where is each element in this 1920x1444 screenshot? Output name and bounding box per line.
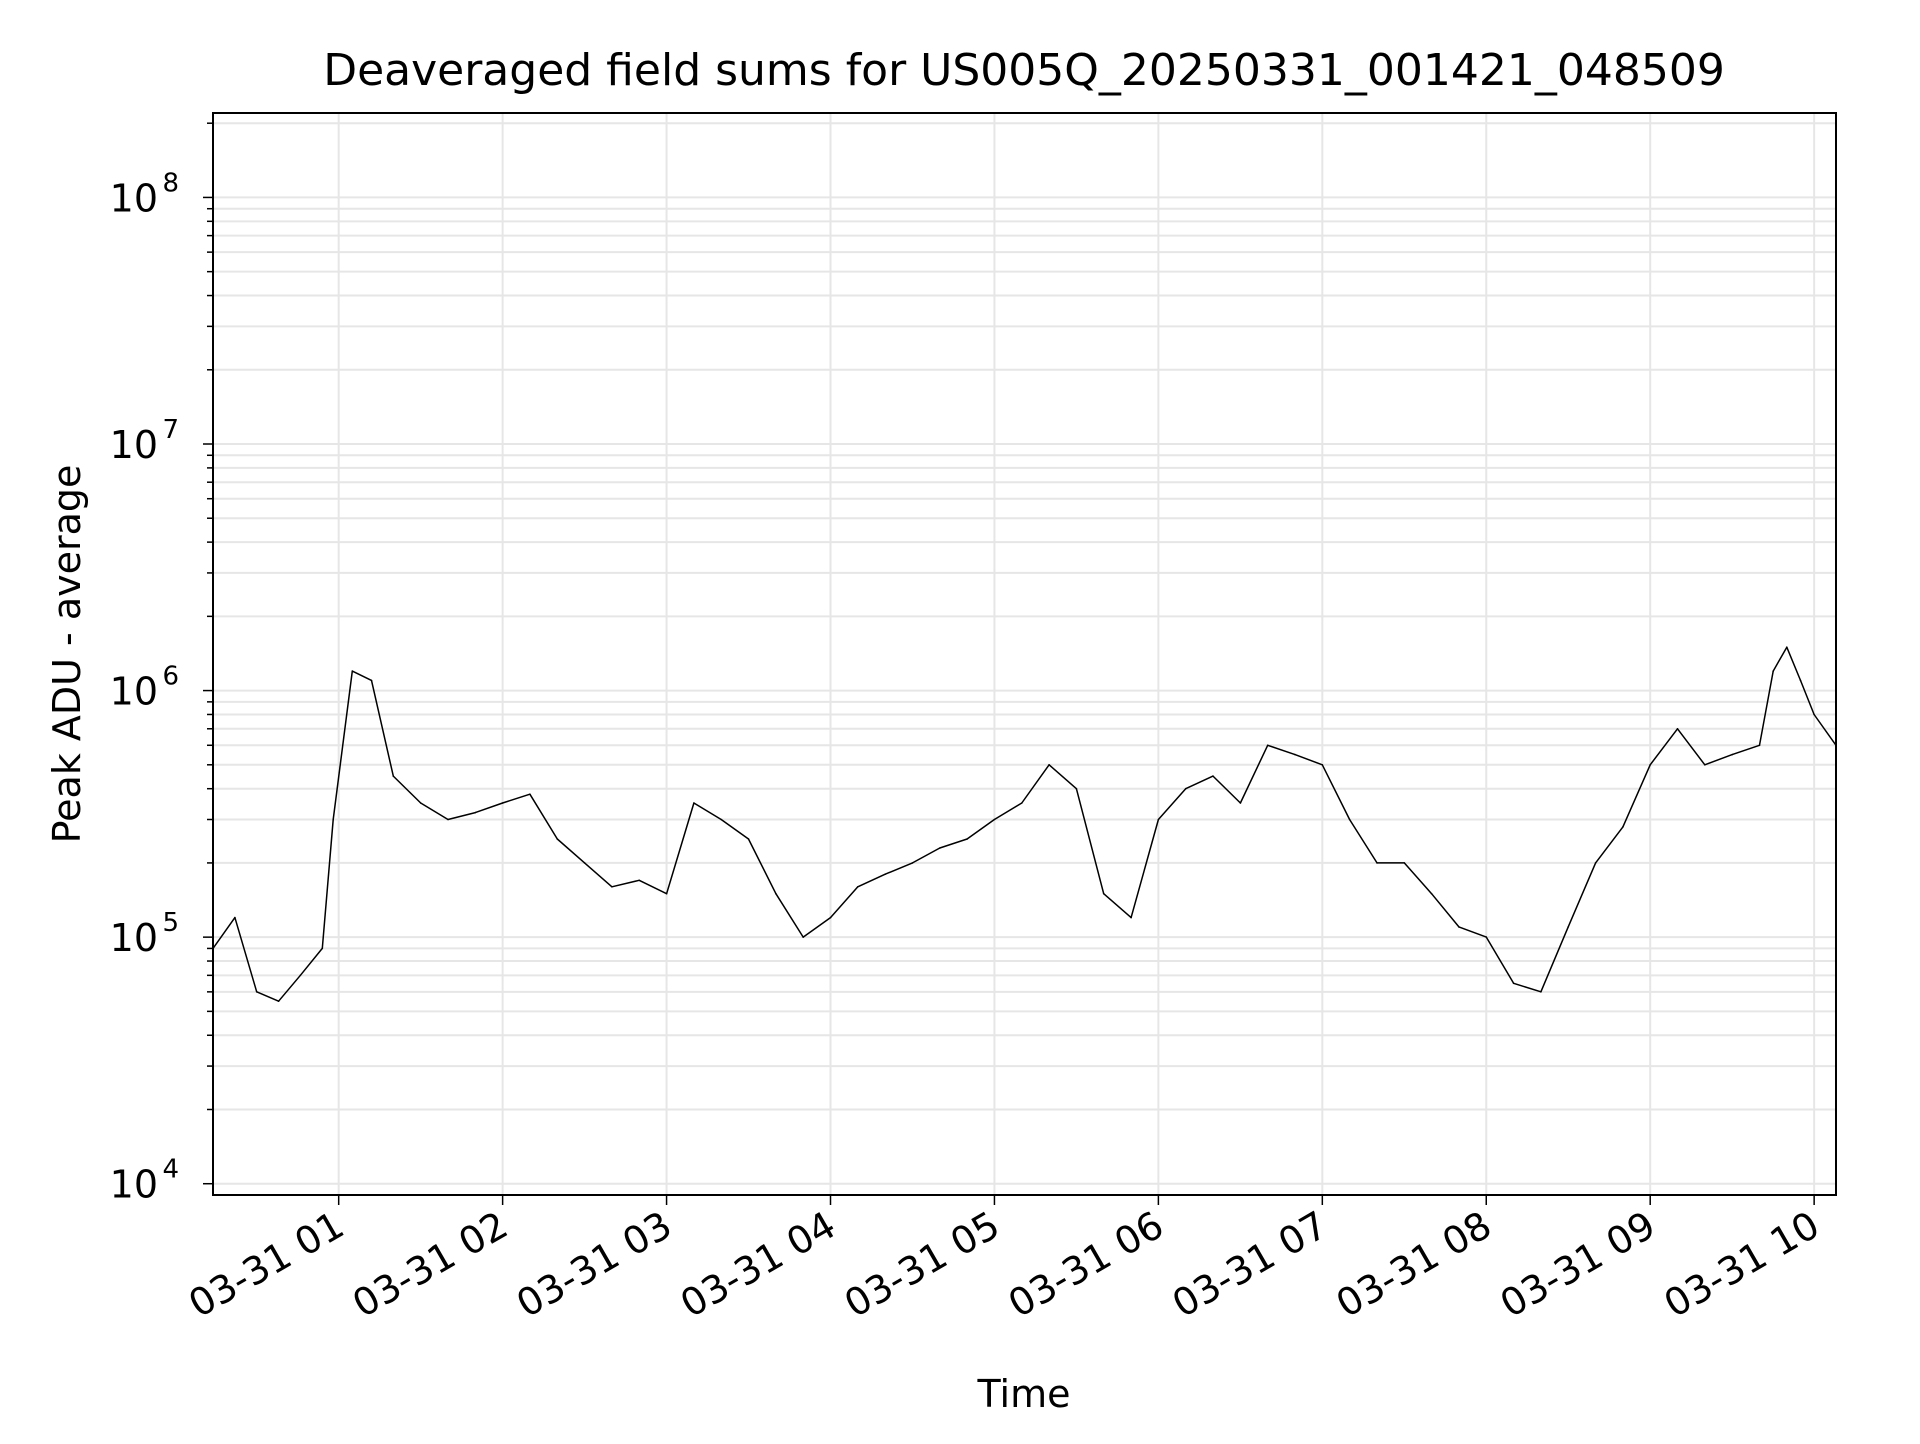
y-tick-base: 10 [110,670,158,714]
data-point [857,886,859,888]
x-tick-label: 03-31 06 [1001,1203,1171,1327]
data-point [1184,787,1187,790]
x-tick-label: 03-31 10 [1657,1203,1827,1327]
chart-title: Deaveraged field sums for US005Q_2025033… [323,45,1725,96]
y-tick-exponent: 7 [162,415,179,445]
data-point [1157,818,1160,821]
x-tick-label: 03-31 04 [673,1203,843,1327]
data-point [1130,916,1132,919]
data-point [1102,892,1105,895]
data-point [1594,862,1597,864]
y-tick-label: 10 [110,176,158,220]
y-tick-exponent: 4 [162,1155,179,1185]
series-layer [212,646,1837,1002]
data-point [1021,802,1023,804]
y-axis-label: Peak ADU - average [45,465,89,844]
data-point [884,873,886,875]
y-tick-exponent: 8 [162,168,179,198]
data-point [529,793,531,795]
data-point [392,775,395,777]
data-point [419,802,422,804]
data-point [1676,728,1679,730]
x-axis-label: Time [977,1372,1071,1416]
x-tick-label: 03-31 01 [181,1203,351,1327]
data-point [351,670,354,672]
data-point [747,838,750,840]
data-point [1649,764,1651,766]
y-tick-exponent: 6 [162,662,179,692]
data-point [1622,826,1624,828]
data-point [1731,753,1733,756]
data-point [1485,936,1488,938]
data-point [1348,818,1351,821]
y-tick-label: 10 [110,670,158,714]
y-tick-base: 10 [110,423,158,467]
data-point [1376,862,1378,864]
data-point [1540,991,1542,993]
data-point [1321,764,1324,766]
data-point [1458,926,1460,928]
data-point [1048,764,1050,766]
y-tick-label: 10 [110,916,158,960]
data-point [939,847,941,849]
data-point [693,802,695,804]
data-point [556,838,559,840]
x-tick-label: 03-31 07 [1165,1203,1335,1327]
x-tick-label: 03-31 02 [345,1203,515,1327]
data-point [1266,744,1269,747]
data-point [829,916,832,919]
data-point [1799,679,1802,682]
data-point [1758,744,1761,747]
data-point [611,886,613,888]
x-tick-label: 03-31 08 [1329,1203,1499,1327]
data-point [1239,802,1242,804]
grid-layer [213,113,1836,1195]
data-point [966,838,968,840]
y-tick-base: 10 [110,916,158,960]
x-tick-label: 03-31 09 [1493,1203,1663,1327]
data-point [1786,646,1788,648]
y-tick-label: 10 [110,1163,158,1207]
data-point [993,818,996,821]
data-point [638,879,640,882]
x-tick-label: 03-31 05 [837,1203,1007,1327]
data-point [501,802,504,804]
data-point [299,974,302,977]
y-tick-base: 10 [110,1163,158,1207]
x-tick-label: 03-31 03 [509,1203,679,1327]
data-point [1403,862,1406,864]
data-point [474,811,477,814]
data-point [321,947,324,950]
data-point [1212,775,1214,777]
data-point [1567,926,1569,928]
data-point [1075,787,1078,790]
data-point [911,862,914,864]
plot-frame [212,112,1837,1196]
data-point [1772,670,1774,672]
data-point [583,862,586,864]
data-point [1294,753,1296,756]
data-point [447,818,449,821]
data-point [1512,982,1515,985]
data-point [775,892,777,895]
data-point [370,679,373,682]
data-point [277,1000,280,1002]
data-point [234,916,236,919]
data-point [720,818,722,821]
y-tick-base: 10 [110,176,158,220]
data-point [1813,713,1815,716]
data-point [1430,892,1433,895]
y-tick-exponent: 5 [162,908,179,938]
data-point [802,936,804,938]
y-tick-label: 10 [110,423,158,467]
data-point [255,991,258,993]
data-point [1704,764,1706,766]
data-point [665,892,668,895]
data-point [332,818,335,821]
